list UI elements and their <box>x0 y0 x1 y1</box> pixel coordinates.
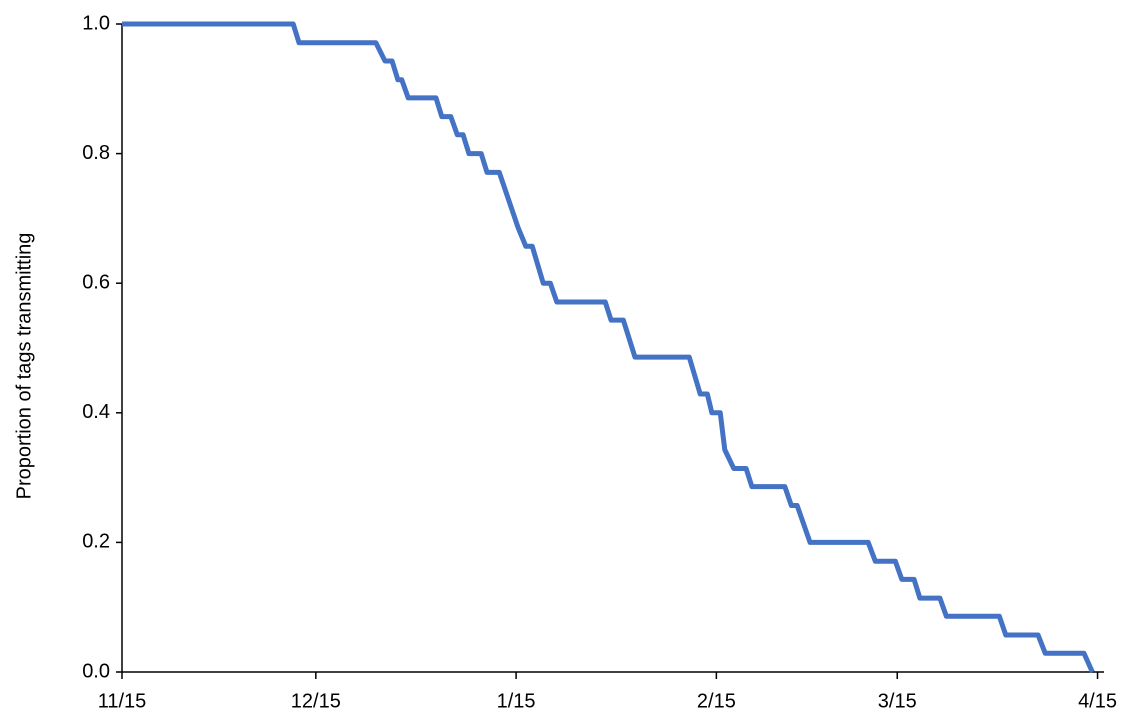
y-tick-label: 0.8 <box>82 142 110 164</box>
x-tick-label: 2/15 <box>697 690 736 712</box>
x-tick-label: 4/15 <box>1078 690 1117 712</box>
y-tick-label: 0.0 <box>82 660 110 682</box>
y-tick-label: 0.4 <box>82 401 110 423</box>
x-tick-label: 12/15 <box>291 690 341 712</box>
y-axis-label: Proportion of tags transmitting <box>13 233 35 500</box>
y-tick-label: 0.6 <box>82 271 110 293</box>
survival-line <box>122 21 1095 674</box>
y-tick-label: 0.2 <box>82 531 110 553</box>
x-tick-label: 1/15 <box>497 690 536 712</box>
x-tick-label: 3/15 <box>878 690 917 712</box>
x-tick-label: 11/15 <box>98 690 147 712</box>
y-tick-label: 1.0 <box>82 12 110 34</box>
